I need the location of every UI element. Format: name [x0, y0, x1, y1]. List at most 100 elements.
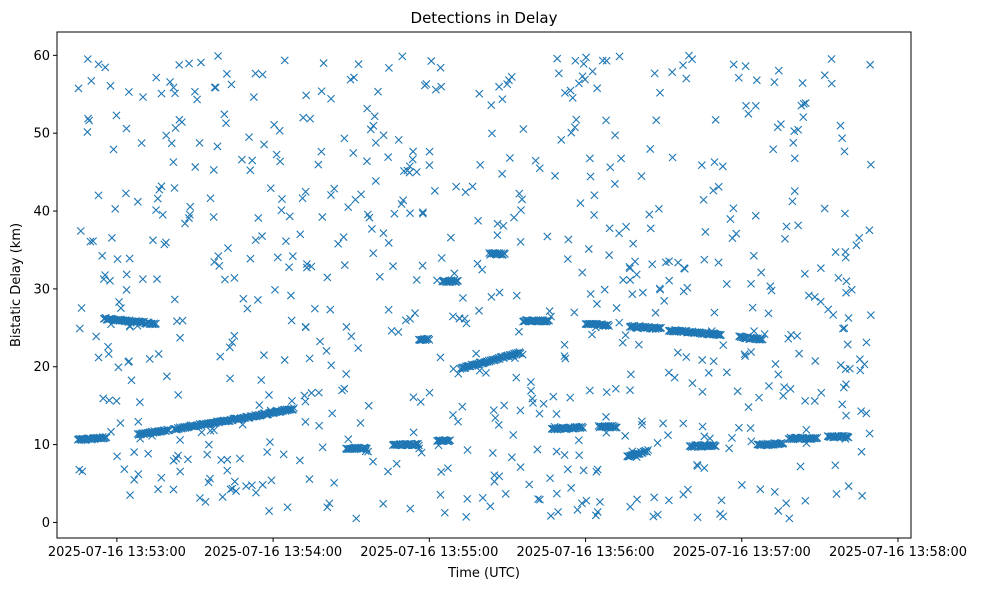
clutter-point — [166, 77, 175, 86]
clutter-point — [458, 293, 467, 302]
clutter-point — [307, 262, 316, 271]
clutter-point — [270, 285, 279, 294]
clutter-point — [420, 81, 429, 90]
clutter-point — [486, 502, 495, 511]
clutter-point — [590, 210, 599, 219]
clutter-point — [214, 252, 223, 261]
clutter-point — [698, 356, 707, 365]
clutter-point — [86, 237, 95, 246]
clutter-point — [83, 55, 92, 64]
clutter-point — [592, 299, 601, 308]
clutter-point — [605, 251, 614, 260]
clutter-point — [535, 409, 544, 418]
clutter-point — [580, 75, 589, 84]
clutter-point — [787, 330, 795, 339]
clutter-point — [431, 85, 440, 94]
clutter-point — [251, 69, 260, 78]
clutter-point — [632, 453, 641, 462]
clutter-point — [270, 120, 279, 129]
clutter-point — [525, 480, 534, 489]
clutter-point — [554, 69, 563, 78]
clutter-point — [392, 459, 401, 468]
clutter-point — [226, 485, 235, 494]
clutter-point — [462, 319, 471, 328]
clutter-point — [367, 224, 376, 233]
clutter-point — [436, 63, 445, 72]
clutter-point — [203, 450, 212, 459]
clutter-point — [317, 87, 326, 96]
clutter-point — [531, 156, 540, 165]
clutter-point — [277, 206, 286, 215]
plot-frame — [56, 31, 912, 539]
clutter-point — [272, 150, 281, 159]
clutter-point — [748, 303, 757, 312]
clutter-point — [498, 95, 507, 104]
clutter-point — [841, 247, 850, 256]
clutter-point — [384, 238, 393, 247]
track-point — [643, 447, 652, 456]
clutter-point — [760, 330, 769, 339]
clutter-point — [516, 406, 525, 415]
clutter-point — [602, 116, 611, 125]
clutter-point — [405, 168, 414, 177]
clutter-point — [374, 87, 382, 96]
clutter-point — [600, 285, 609, 294]
clutter-point — [495, 288, 504, 297]
clutter-point — [409, 428, 418, 437]
clutter-point — [817, 388, 826, 397]
clutter-point — [719, 512, 728, 521]
clutter-point — [843, 432, 852, 441]
clutter-point — [433, 276, 442, 285]
clutter-point — [827, 79, 836, 88]
clutter-point — [507, 72, 516, 81]
clutter-point — [257, 376, 266, 385]
clutter-point — [586, 172, 595, 181]
track-point — [289, 404, 298, 413]
clutter-point — [408, 155, 417, 164]
clutter-point — [214, 51, 223, 60]
clutter-point — [133, 321, 142, 330]
y-tick-label: 40 — [33, 205, 50, 220]
clutter-point — [838, 324, 847, 333]
clutter-point — [500, 401, 509, 410]
clutter-point — [387, 326, 396, 335]
clutter-point — [575, 451, 584, 460]
clutter-point — [786, 384, 795, 393]
clutter-point — [769, 145, 778, 154]
clutter-point — [586, 289, 595, 298]
clutter-point — [698, 422, 707, 431]
x-tick-label: 2025-07-16 13:55:00 — [360, 545, 498, 560]
clutter-point — [527, 386, 536, 395]
clutter-point — [462, 512, 471, 521]
clutter-point — [618, 338, 627, 347]
clutter-point — [125, 322, 134, 331]
clutter-point — [265, 507, 274, 516]
clutter-point — [209, 213, 218, 222]
clutter-point — [169, 83, 178, 92]
clutter-point — [610, 179, 619, 188]
clutter-point — [412, 275, 421, 284]
clutter-point — [717, 496, 726, 505]
clutter-point — [654, 204, 663, 213]
clutter-point — [223, 466, 232, 475]
clutter-point — [251, 488, 260, 497]
clutter-point — [255, 401, 264, 410]
track-point — [151, 319, 160, 328]
clutter-point — [154, 485, 163, 494]
clutter-point — [592, 467, 601, 476]
clutter-point — [314, 160, 323, 169]
clutter-point — [710, 308, 719, 317]
clutter-point — [551, 171, 560, 180]
clutter-point — [104, 349, 113, 358]
clutter-point — [196, 58, 205, 67]
clutter-point — [840, 147, 849, 156]
clutter-point — [550, 422, 559, 431]
clutter-point — [425, 161, 434, 170]
clutter-point — [515, 189, 524, 198]
clutter-point — [552, 489, 561, 498]
clutter-point — [756, 485, 765, 494]
clutter-point — [855, 355, 864, 364]
clutter-point — [122, 270, 131, 279]
track-point — [102, 433, 111, 442]
clutter-point — [512, 373, 521, 382]
